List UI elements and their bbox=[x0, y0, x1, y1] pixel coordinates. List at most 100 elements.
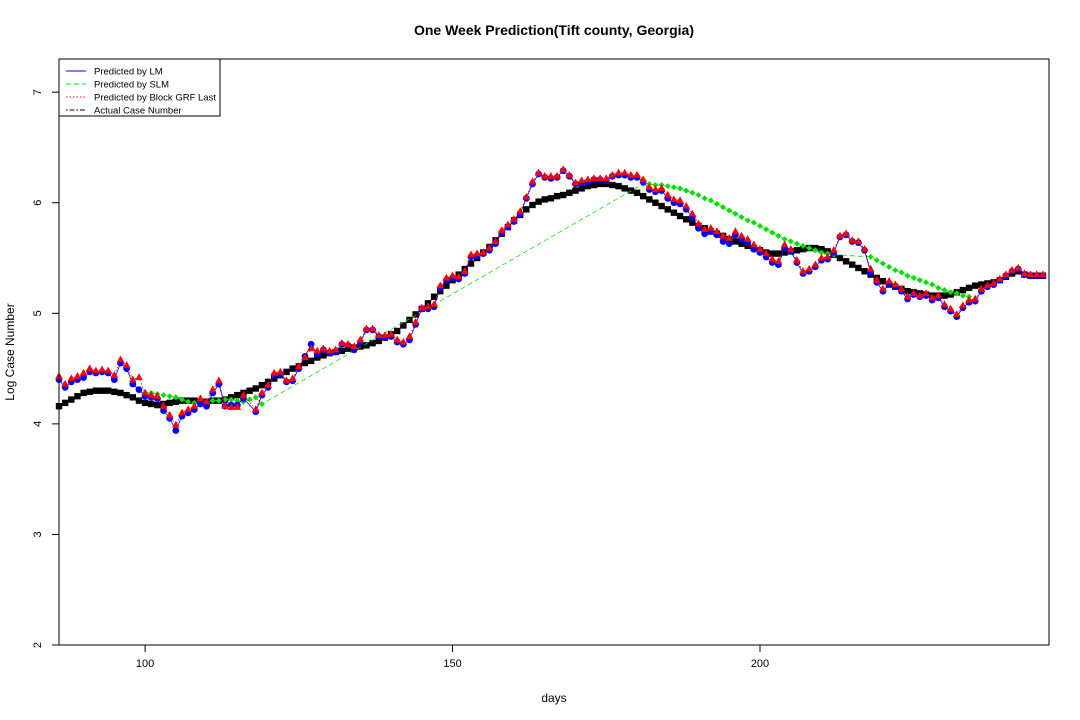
data-point-triangle bbox=[989, 279, 998, 287]
data-point-triangle bbox=[362, 324, 371, 332]
data-point-triangle bbox=[737, 231, 746, 239]
y-axis-label: Log Case Number bbox=[3, 303, 17, 400]
data-point-square bbox=[154, 401, 161, 409]
data-point-triangle bbox=[178, 408, 186, 416]
data-point-triangle bbox=[282, 376, 291, 384]
data-point-triangle bbox=[866, 264, 875, 272]
data-point-triangle bbox=[504, 220, 512, 228]
data-point-diamond bbox=[713, 200, 720, 207]
data-point-triangle bbox=[909, 289, 918, 296]
data-point-triangle bbox=[461, 267, 469, 274]
data-point-triangle bbox=[233, 403, 242, 410]
data-point-triangle bbox=[565, 170, 574, 178]
data-point-square bbox=[246, 387, 253, 394]
series-line bbox=[58, 170, 1043, 432]
data-point-triangle bbox=[270, 368, 279, 376]
data-point-square bbox=[769, 250, 776, 257]
data-point-triangle bbox=[707, 223, 715, 231]
data-point-triangle bbox=[399, 337, 408, 345]
data-point-triangle bbox=[73, 372, 82, 379]
data-point-triangle bbox=[190, 401, 199, 409]
data-point-triangle bbox=[786, 244, 795, 252]
data-point-triangle bbox=[688, 209, 697, 217]
data-point-diamond bbox=[787, 238, 794, 245]
data-point-square bbox=[258, 381, 266, 389]
data-point-triangle bbox=[276, 367, 285, 375]
data-point-triangle bbox=[165, 410, 174, 418]
data-point-square bbox=[578, 185, 585, 192]
data-point-triangle bbox=[442, 273, 451, 281]
series-group bbox=[142, 180, 973, 407]
data-point-triangle bbox=[479, 248, 488, 256]
chart-title: One Week Prediction(Tift county, Georgia… bbox=[414, 22, 694, 38]
data-point-triangle bbox=[239, 390, 248, 398]
data-point-triangle bbox=[356, 335, 365, 343]
data-point-triangle bbox=[774, 257, 783, 264]
data-point-square bbox=[307, 357, 315, 365]
data-point-square bbox=[523, 206, 530, 213]
data-point-triangle bbox=[510, 215, 518, 222]
data-point-triangle bbox=[756, 244, 764, 252]
legend-label: Predicted by Block GRF Last bbox=[94, 93, 216, 104]
data-point-triangle bbox=[977, 284, 986, 292]
data-point-square bbox=[560, 191, 567, 199]
data-point-diamond bbox=[228, 396, 235, 403]
data-point-diamond bbox=[178, 396, 185, 403]
data-point-diamond bbox=[898, 269, 905, 276]
data-point-triangle bbox=[719, 231, 727, 239]
data-point-triangle bbox=[885, 277, 893, 284]
data-point-triangle bbox=[331, 345, 340, 353]
data-point-diamond bbox=[935, 284, 942, 291]
data-point-triangle bbox=[67, 374, 76, 382]
data-point-square bbox=[793, 247, 801, 254]
data-point-triangle bbox=[553, 172, 561, 179]
data-point-square bbox=[320, 352, 327, 359]
data-point-diamond bbox=[775, 232, 782, 239]
data-point-triangle bbox=[104, 366, 112, 374]
data-point-square bbox=[172, 398, 180, 405]
series-line bbox=[145, 183, 970, 405]
data-point-square bbox=[400, 322, 407, 329]
data-point-triangle bbox=[608, 170, 617, 178]
data-point-diamond bbox=[879, 260, 886, 267]
data-point-square bbox=[123, 391, 130, 399]
data-point-triangle bbox=[319, 344, 328, 352]
data-point-square bbox=[658, 202, 665, 210]
data-point-triangle bbox=[540, 172, 549, 179]
data-point-circle bbox=[160, 407, 167, 414]
data-point-diamond bbox=[738, 214, 745, 221]
data-point-square bbox=[584, 182, 592, 190]
data-point-triangle bbox=[122, 361, 131, 368]
data-point-triangle bbox=[897, 284, 906, 292]
data-point-square bbox=[289, 365, 296, 372]
data-point-diamond bbox=[683, 187, 690, 194]
data-point-triangle bbox=[172, 420, 180, 428]
data-point-triangle bbox=[147, 390, 156, 398]
data-point-square bbox=[98, 387, 106, 394]
data-point-square bbox=[406, 316, 413, 324]
data-point-triangle bbox=[577, 176, 586, 184]
data-point-triangle bbox=[473, 249, 481, 257]
data-point-square bbox=[393, 327, 401, 335]
x-tick-label: 150 bbox=[443, 658, 461, 670]
data-point-triangle bbox=[823, 252, 832, 260]
data-point-triangle bbox=[227, 403, 235, 410]
data-point-square bbox=[683, 216, 690, 223]
legend-label: Actual Case Number bbox=[94, 106, 182, 117]
data-point-diamond bbox=[732, 210, 739, 217]
data-point-triangle bbox=[135, 373, 143, 381]
data-point-triangle bbox=[405, 332, 414, 340]
data-point-square bbox=[879, 278, 887, 285]
data-point-square bbox=[590, 181, 598, 189]
data-point-square bbox=[80, 389, 87, 397]
y-tick-label: 7 bbox=[32, 89, 44, 95]
data-point-diamond bbox=[941, 287, 948, 294]
data-point-square bbox=[781, 249, 788, 256]
data-point-triangle bbox=[676, 196, 684, 204]
data-point-square bbox=[959, 286, 967, 294]
legend-box bbox=[58, 58, 221, 117]
data-point-triangle bbox=[922, 289, 930, 296]
data-point-triangle bbox=[288, 374, 297, 382]
data-point-triangle bbox=[411, 317, 420, 325]
